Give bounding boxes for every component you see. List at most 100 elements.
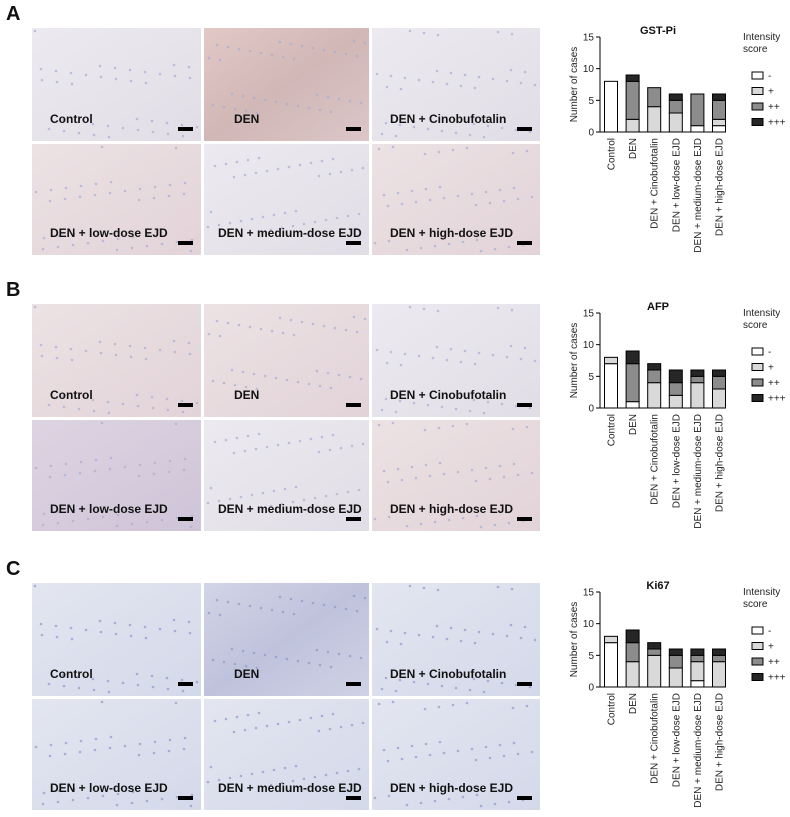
nucleus bbox=[107, 690, 111, 694]
image-caption: DEN + medium-dose EJD bbox=[218, 781, 362, 795]
nucleus bbox=[318, 663, 322, 667]
bar-segment bbox=[712, 661, 726, 688]
nucleus bbox=[254, 447, 258, 451]
nucleus bbox=[470, 747, 474, 751]
nucleus bbox=[354, 503, 358, 507]
nucleus bbox=[228, 497, 232, 501]
nucleus bbox=[137, 198, 141, 202]
legend-swatch bbox=[751, 347, 764, 356]
nucleus bbox=[408, 584, 412, 588]
nucleus bbox=[98, 340, 102, 344]
legend-swatch bbox=[751, 673, 764, 681]
nucleus bbox=[101, 239, 105, 243]
nucleus bbox=[329, 386, 333, 390]
nucleus bbox=[382, 193, 386, 197]
nucleus bbox=[211, 103, 215, 107]
nucleus bbox=[287, 165, 291, 169]
nucleus bbox=[389, 74, 393, 78]
nucleus bbox=[292, 612, 296, 616]
nucleus bbox=[39, 67, 43, 71]
nucleus bbox=[153, 185, 157, 189]
nucleus bbox=[437, 426, 441, 430]
image-caption: DEN + low-dose EJD bbox=[50, 226, 168, 240]
nucleus bbox=[195, 125, 199, 129]
nucleus bbox=[387, 239, 391, 243]
nucleus bbox=[311, 46, 315, 50]
nucleus bbox=[436, 33, 440, 37]
nucleus bbox=[217, 499, 221, 503]
image-caption: DEN + Cinobufotalin bbox=[390, 388, 506, 402]
image-caption: DEN bbox=[234, 112, 259, 126]
nucleus bbox=[410, 189, 414, 193]
nucleus bbox=[516, 197, 520, 201]
bar-segment bbox=[668, 93, 683, 101]
nucleus bbox=[257, 711, 261, 715]
nucleus bbox=[187, 341, 191, 345]
bar-segment bbox=[625, 642, 640, 663]
nucleus bbox=[417, 78, 421, 82]
nucleus bbox=[62, 129, 66, 133]
nucleus bbox=[300, 599, 304, 603]
nucleus bbox=[209, 210, 213, 214]
nucleus bbox=[158, 627, 162, 631]
nucleus bbox=[394, 689, 398, 693]
nucleus bbox=[84, 73, 88, 77]
nucleus bbox=[359, 101, 363, 105]
nucleus bbox=[344, 607, 348, 611]
nucleus bbox=[449, 71, 453, 75]
panel-label: B bbox=[6, 279, 20, 301]
nucleus bbox=[129, 355, 133, 359]
nucleus bbox=[54, 624, 58, 628]
nucleus bbox=[438, 740, 442, 744]
nucleus bbox=[252, 651, 256, 655]
nucleus bbox=[272, 213, 276, 217]
nucleus bbox=[278, 40, 282, 44]
nucleus bbox=[244, 664, 248, 668]
nucleus bbox=[79, 739, 83, 743]
legend-swatch bbox=[751, 626, 764, 635]
nucleus bbox=[294, 764, 298, 768]
bar-segment bbox=[625, 118, 640, 133]
legend-label: ++ bbox=[768, 378, 780, 389]
micrograph bbox=[204, 420, 369, 531]
nucleus bbox=[57, 789, 61, 793]
nucleus bbox=[363, 596, 367, 600]
nucleus bbox=[218, 334, 222, 338]
nucleus bbox=[261, 215, 265, 219]
nucleus bbox=[333, 605, 337, 609]
legend-label: - bbox=[768, 626, 771, 637]
nucleus bbox=[183, 736, 187, 740]
nucleus bbox=[426, 127, 430, 131]
nucleus bbox=[274, 100, 278, 104]
nucleus bbox=[375, 348, 379, 352]
nucleus bbox=[433, 520, 437, 524]
nucleus bbox=[237, 602, 241, 606]
nucleus bbox=[226, 321, 230, 325]
nucleus bbox=[121, 681, 125, 685]
nucleus bbox=[233, 662, 237, 666]
nucleus bbox=[190, 238, 194, 242]
nucleus bbox=[123, 744, 127, 748]
bar-segment bbox=[668, 667, 683, 688]
nucleus bbox=[129, 634, 133, 638]
nucleus bbox=[435, 69, 439, 73]
nucleus bbox=[386, 204, 390, 208]
nucleus bbox=[261, 770, 265, 774]
nucleus bbox=[454, 407, 458, 411]
nucleus bbox=[519, 81, 523, 85]
nucleus bbox=[479, 804, 483, 808]
nucleus bbox=[302, 498, 306, 502]
bar-segment bbox=[668, 648, 683, 656]
nucleus bbox=[98, 64, 102, 68]
nucleus bbox=[230, 368, 234, 372]
nucleus bbox=[398, 399, 402, 403]
nucleus bbox=[326, 650, 330, 654]
nucleus bbox=[337, 652, 341, 656]
nucleus bbox=[274, 376, 278, 380]
nucleus bbox=[482, 690, 486, 694]
nucleus bbox=[167, 470, 171, 474]
nucleus bbox=[232, 451, 236, 455]
nucleus bbox=[138, 187, 142, 191]
nucleus bbox=[228, 221, 232, 225]
nucleus bbox=[322, 48, 326, 52]
